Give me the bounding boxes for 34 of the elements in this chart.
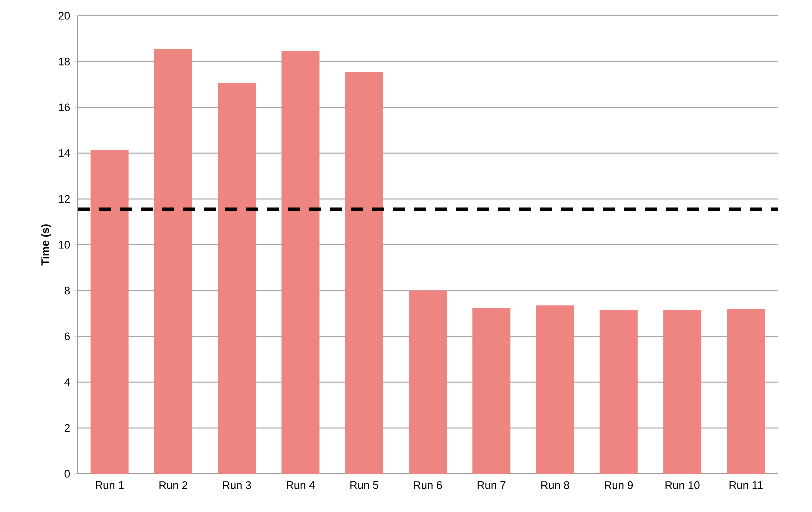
y-tick-label: 14 — [59, 150, 70, 158]
bar — [345, 72, 384, 474]
x-tick-label: Run 10 — [666, 482, 700, 490]
bar — [218, 84, 256, 474]
bar — [472, 308, 511, 474]
y-tick-label: 12 — [59, 195, 70, 204]
y-tick-label: 8 — [64, 286, 70, 295]
x-tick-label: Run 11 — [730, 482, 763, 490]
y-tick-label: 16 — [59, 104, 70, 112]
bar — [154, 49, 192, 474]
bar — [664, 310, 702, 474]
x-tick-label: Run 5 — [350, 482, 379, 490]
x-tick-label: Run 2 — [160, 482, 188, 490]
x-tick-label: Run 4 — [287, 482, 316, 490]
bar — [727, 309, 766, 474]
bar — [409, 290, 448, 474]
y-tick-label: 20 — [58, 12, 70, 20]
y-tick-label: 10 — [59, 241, 70, 249]
y-tick-label: 2 — [64, 424, 70, 432]
y-tick-label: 6 — [64, 332, 70, 340]
bar — [282, 51, 320, 474]
y-tick-label: 18 — [59, 58, 70, 66]
x-tick-label: Run 3 — [223, 482, 252, 490]
x-tick-label: Run 9 — [605, 482, 634, 490]
y-tick-label: 4 — [64, 378, 70, 386]
y-axis-title: Time (s) — [41, 224, 52, 266]
x-tick-label: Run 8 — [542, 482, 570, 490]
x-tick-label: Run 6 — [414, 482, 442, 490]
x-tick-label: Run 7 — [478, 482, 506, 490]
bar — [90, 150, 129, 474]
y-tick-label: 0 — [64, 470, 70, 478]
x-tick-label: Run 1 — [96, 482, 124, 490]
bar — [600, 310, 638, 474]
bar — [536, 306, 574, 474]
